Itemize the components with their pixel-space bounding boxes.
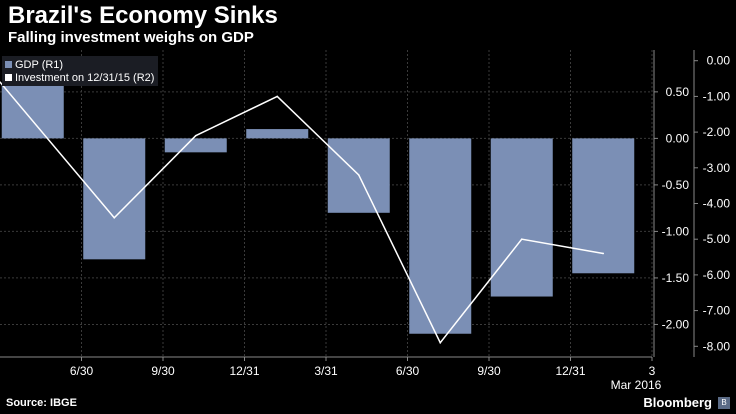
tick-label-x: 9/30 — [477, 364, 501, 378]
tick-label-r2: -2.00 — [703, 125, 731, 139]
tick-label-r1: -1.00 — [662, 224, 690, 238]
tick-label-x: 9/30 — [151, 364, 175, 378]
tick-label-x: 3/31 — [314, 364, 338, 378]
bar-gdp — [409, 138, 472, 334]
point-investment — [276, 95, 279, 98]
tick-label-r1: 0.00 — [666, 131, 690, 145]
legend-swatch-line — [5, 74, 12, 81]
point-investment — [520, 238, 523, 240]
chart-area: 0.50 0.00 -0.50 -1.00 -1.50 -2.00 0.00 -1.00 -2.… — [0, 50, 736, 392]
chart-subtitle: Falling investment weighs on GDP — [8, 29, 254, 46]
point-investment — [357, 174, 360, 176]
bar-gdp — [246, 129, 309, 139]
bar-gdp — [490, 138, 553, 297]
tick-label-x: 12/31 — [229, 364, 259, 378]
tick-label-r1: -1.50 — [662, 271, 690, 285]
point-investment — [439, 341, 442, 344]
tick-label-r2: -4.00 — [703, 197, 731, 211]
bar-gdp — [83, 138, 146, 260]
bar-gdp — [572, 138, 635, 274]
point-investment — [194, 134, 197, 137]
legend-item-gdp: GDP (R1) — [5, 58, 154, 71]
tick-label-r2: -8.00 — [703, 339, 731, 353]
bar-gdp — [164, 138, 227, 153]
tick-label-r2: -6.00 — [703, 268, 731, 282]
tick-label-r1: -0.50 — [662, 178, 690, 192]
point-investment — [602, 252, 605, 255]
chart-legend: GDP (R1) Investment on 12/31/15 (R2) — [2, 56, 159, 86]
legend-label-investment: Investment on 12/31/15 (R2) — [15, 71, 155, 84]
bar-gdp — [1, 82, 64, 139]
source-note: Source: IBGE — [6, 397, 77, 409]
brand-name: Bloomberg — [643, 395, 712, 410]
tick-label-r1: -2.00 — [662, 317, 690, 331]
point-investment — [0, 81, 1, 83]
point-investment — [113, 216, 116, 219]
tick-label-x: 12/31 — [555, 364, 585, 378]
bloomberg-logo-icon: B — [718, 397, 730, 409]
legend-label-gdp: GDP (R1) — [15, 58, 64, 71]
tick-label-x: 3 — [649, 364, 656, 378]
x-sub-label: Mar 2016 — [611, 378, 662, 392]
tick-label-r2: -5.00 — [703, 232, 731, 246]
tick-label-r2: -7.00 — [703, 304, 731, 318]
legend-swatch-bar — [5, 61, 12, 68]
tick-label-r2: 0.00 — [707, 54, 731, 68]
tick-label-r1: 0.50 — [666, 85, 690, 99]
chart-title: Brazil's Economy Sinks — [8, 2, 278, 29]
legend-item-investment: Investment on 12/31/15 (R2) — [5, 71, 154, 84]
tick-label-x: 6/30 — [70, 364, 94, 378]
tick-label-r2: -1.00 — [703, 89, 731, 103]
tick-label-x: 6/30 — [396, 364, 420, 378]
line-investment — [0, 81, 604, 345]
chart-svg: 0.50 0.00 -0.50 -1.00 -1.50 -2.00 0.00 -1.00 -2.… — [0, 50, 731, 392]
tick-label-r2: -3.00 — [703, 161, 731, 175]
